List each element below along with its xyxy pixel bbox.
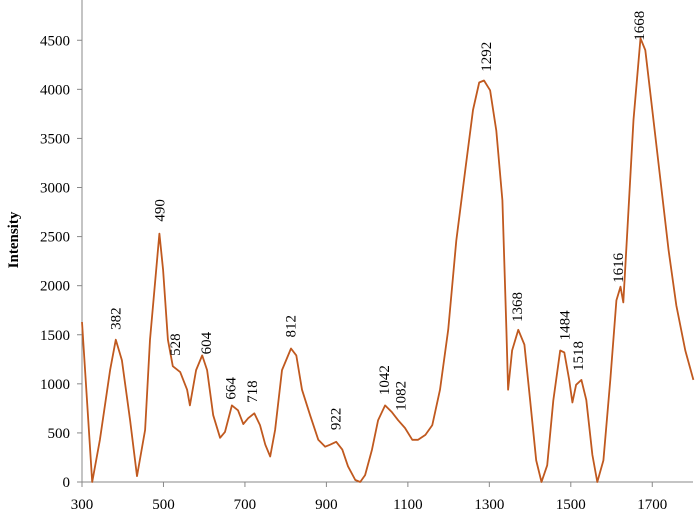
- peak-label: 382: [108, 307, 124, 330]
- peak-label: 604: [199, 331, 215, 354]
- y-tick-label: 0: [63, 475, 71, 491]
- peak-label: 1082: [394, 381, 410, 411]
- y-tick-label: 1000: [40, 377, 70, 393]
- spectrum-line: [81, 37, 695, 483]
- y-tick-label: 2000: [40, 279, 70, 295]
- y-tick-label: 3000: [40, 181, 70, 197]
- x-tick-label: 1300: [474, 497, 504, 513]
- y-tick-label: 1500: [40, 328, 70, 344]
- x-tick-label: 700: [234, 497, 257, 513]
- peak-label: 490: [152, 199, 168, 222]
- x-tick-label: 300: [71, 497, 94, 513]
- peak-label: 922: [328, 408, 344, 431]
- x-tick-label: 500: [152, 497, 175, 513]
- x-tick-label: 1100: [393, 497, 422, 513]
- peak-label: 664: [223, 377, 239, 400]
- y-tick-label: 3500: [40, 131, 70, 147]
- peak-label: 1292: [479, 42, 495, 72]
- y-tick-label: 4500: [40, 33, 70, 49]
- peak-label: 1518: [571, 341, 587, 371]
- peak-label: 718: [245, 380, 261, 403]
- peak-label: 1368: [510, 292, 526, 322]
- peak-label: 1484: [557, 310, 573, 341]
- peak-label: 1042: [377, 365, 393, 395]
- y-tick-label: 2500: [40, 230, 70, 246]
- peak-label: 1616: [611, 252, 627, 283]
- peak-label: 812: [284, 315, 300, 338]
- peak-label: 528: [168, 333, 184, 356]
- x-tick-label: 900: [315, 497, 338, 513]
- y-tick-label: 4000: [40, 82, 70, 98]
- x-tick-label: 1700: [637, 497, 667, 513]
- y-tick-label: 500: [48, 426, 71, 442]
- peak-label: 1668: [632, 11, 648, 41]
- x-tick-label: 1500: [556, 497, 586, 513]
- y-axis-title: Intensity: [6, 211, 22, 268]
